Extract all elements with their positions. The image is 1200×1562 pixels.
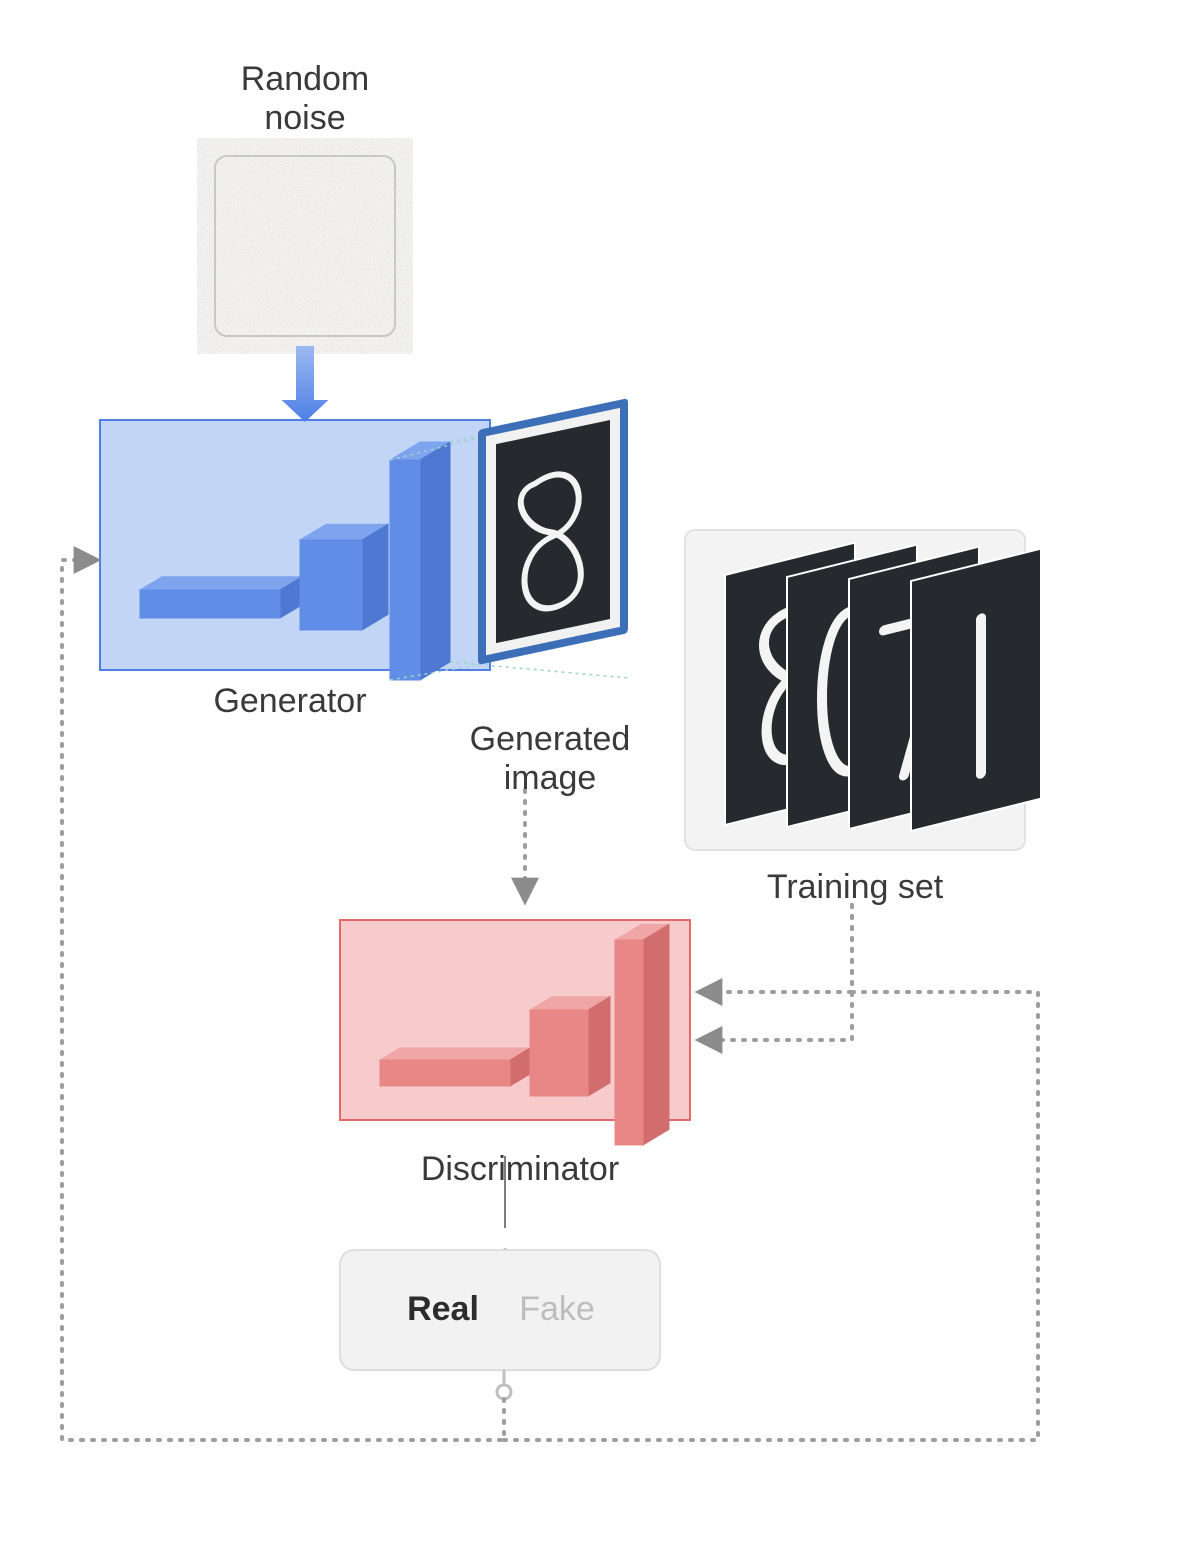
arrow-training-to-disc [700, 905, 852, 992]
label-training-set: Training set [700, 868, 1010, 907]
noise-texture [215, 156, 395, 336]
arrow-training-to-disc [700, 905, 852, 1040]
arrow-noise-to-generator [282, 346, 329, 422]
bar3d [390, 442, 450, 680]
gan-diagram: Randomnoise Generator Generatedimage Tra… [0, 0, 1200, 1562]
training-sample [911, 549, 1041, 831]
label-random-noise: Randomnoise [170, 60, 440, 138]
generated-image-panel [478, 398, 628, 665]
label-discriminator: Discriminator [370, 1150, 670, 1189]
bar3d [300, 524, 388, 630]
bar3d [140, 577, 302, 618]
bar3d [380, 1048, 530, 1086]
label-generated-image: Generatedimage [420, 720, 680, 798]
label-real: Real [388, 1290, 498, 1329]
label-generator: Generator [160, 682, 420, 721]
bar3d [530, 997, 610, 1096]
label-fake: Fake [502, 1290, 612, 1329]
feedback-node [497, 1385, 511, 1399]
bar3d [615, 924, 669, 1145]
